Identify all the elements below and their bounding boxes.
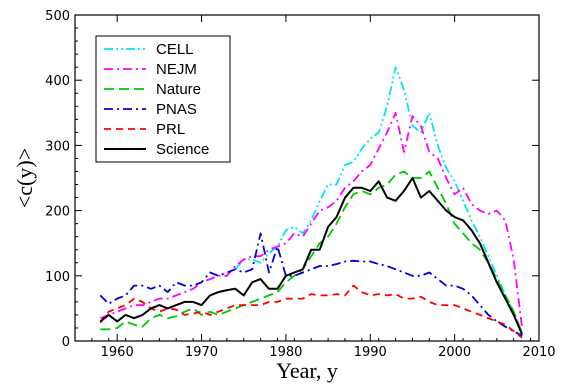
- y-axis-title: <c(y)>: [12, 148, 37, 208]
- legend-label-science: Science: [156, 141, 209, 158]
- series-lines: [99, 66, 524, 339]
- series-line-pnas: [99, 232, 523, 337]
- legend-label-pnas: PNAS: [156, 101, 197, 118]
- x-tick-label: 1980: [269, 345, 302, 360]
- series-line-prl: [99, 284, 523, 339]
- x-tick-label: 1960: [101, 345, 134, 360]
- x-tick-label: 2010: [522, 345, 555, 360]
- y-tick-label: 500: [45, 9, 70, 24]
- legend-box: [95, 35, 231, 163]
- x-tick-label: 1970: [185, 345, 218, 360]
- axis-ticks: 1960 1970 1980 1990 2000 2010 0 100 200 300 400 500: [45, 9, 555, 360]
- y-tick-label: 200: [45, 205, 70, 220]
- series-line-nature: [100, 170, 523, 334]
- series-line-science: [99, 177, 524, 335]
- y-tick-label: 400: [45, 74, 70, 89]
- legend-label-nejm: NEJM: [156, 61, 197, 78]
- series-line-nejm: [99, 111, 523, 329]
- series-line-cell: [234, 66, 523, 334]
- legend-label-prl: PRL: [156, 121, 185, 138]
- x-tick-label: 1990: [354, 345, 387, 360]
- legend-label-cell: CELL: [156, 41, 194, 58]
- x-tick-label: 2000: [438, 345, 471, 360]
- y-tick-label: 100: [45, 270, 70, 285]
- y-tick-label: 300: [45, 139, 70, 154]
- x-axis-title: Year, y: [276, 358, 338, 383]
- legend: CELL NEJM Nature PNAS PRL Science: [95, 35, 231, 163]
- y-tick-label: 0: [62, 335, 70, 350]
- legend-label-nature: Nature: [156, 81, 201, 98]
